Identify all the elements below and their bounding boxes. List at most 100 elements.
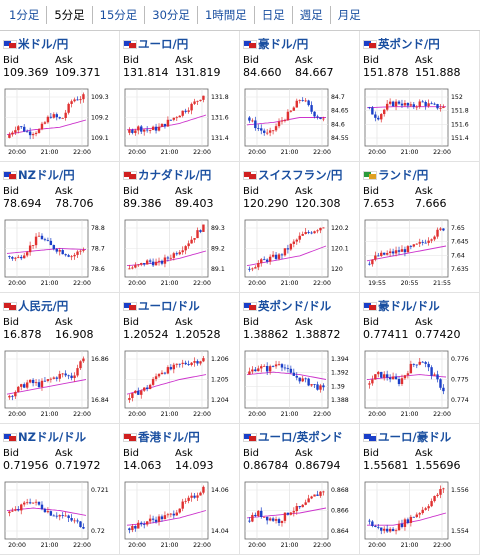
flag-icon <box>3 170 17 180</box>
tab-2[interactable]: 15分足 <box>93 6 146 24</box>
candle-body <box>143 524 146 525</box>
tab-1[interactable]: 5分足 <box>47 6 93 24</box>
candle-body <box>34 132 38 135</box>
rate-panel[interactable]: 米ドル/円 Bid Ask 109.369 109.371 20:00 21:00 22:00… <box>0 31 120 162</box>
candle-body <box>11 395 14 397</box>
candle-body <box>49 511 53 516</box>
candlestick-chart: 20:00 21:00 22:00 0.776 0.775 0.774 <box>364 350 469 418</box>
rate-panel[interactable]: カナダドル/円 Bid Ask 89.386 89.403 20:00 21:00 22:00… <box>120 162 240 293</box>
candle-body <box>277 519 281 523</box>
candle-body <box>160 516 164 520</box>
candle-body <box>43 509 47 513</box>
y-tick-label: 78.6 <box>91 266 105 273</box>
rate-panel[interactable]: ユーロ/豪ドル Bid Ask 1.55681 1.55696 20:00 21:00 22:… <box>360 424 480 555</box>
candle-body <box>14 392 17 397</box>
pair-title[interactable]: ユーロ/英ポンド <box>243 429 343 445</box>
rate-panel[interactable]: ランド/円 Bid Ask 7.653 7.666 19:55 20:55 21:55 7.65… <box>360 162 480 293</box>
candle-body <box>193 495 196 498</box>
candle-body <box>257 510 260 516</box>
pair-title[interactable]: 香港ドル/円 <box>123 429 200 445</box>
y-tick-label: 16.84 <box>91 397 109 404</box>
pair-title[interactable]: 人民元/円 <box>3 298 68 314</box>
rate-panel[interactable]: 英ポンド/円 Bid Ask 151.878 151.888 20:00 21:00 22:0… <box>360 31 480 162</box>
ask-value: 89.403 <box>175 197 214 210</box>
rate-panel[interactable]: 豪ドル/ドル Bid Ask 0.77411 0.77420 20:00 21:00 22:0… <box>360 293 480 424</box>
pair-title[interactable]: 豪ドル/円 <box>243 36 308 52</box>
candlestick-chart: 20:00 21:00 22:00 16.86 16.84 <box>4 350 109 418</box>
pair-title[interactable]: ランド/円 <box>363 167 428 183</box>
rate-panel[interactable]: ユーロ/円 Bid Ask 131.814 131.819 20:00 21:00 22:00… <box>120 31 240 162</box>
tab-4[interactable]: 1時間足 <box>198 6 255 24</box>
candle-body <box>52 245 56 250</box>
candle-body <box>43 122 47 124</box>
candle-body <box>380 114 383 120</box>
rate-panel[interactable]: NZドル/ドル Bid Ask 0.71956 0.71972 20:00 21:00 22:… <box>0 424 120 555</box>
pair-title[interactable]: ユーロ/ドル <box>123 298 200 314</box>
candle-body <box>8 134 11 138</box>
candle-body <box>251 369 254 372</box>
candle-body <box>368 383 371 385</box>
pair-title[interactable]: ユーロ/豪ドル <box>363 429 451 445</box>
candle-body <box>277 254 281 259</box>
candle-body <box>394 101 398 107</box>
pair-name: ユーロ/英ポンド <box>258 430 343 444</box>
pair-name: 英ポンド/ドル <box>258 299 332 313</box>
pair-title[interactable]: ユーロ/円 <box>123 36 188 52</box>
pair-title[interactable]: スイスフラン/円 <box>243 167 342 183</box>
rate-panel[interactable]: 豪ドル/円 Bid Ask 84.660 84.667 20:00 21:00 22:00 84… <box>240 31 360 162</box>
candle-body <box>175 117 178 119</box>
pair-title[interactable]: 米ドル/円 <box>3 36 68 52</box>
x-tick-label: 20:00 <box>368 149 386 156</box>
candle-body <box>163 123 167 127</box>
tab-6[interactable]: 週足 <box>293 6 331 24</box>
candle-body <box>145 260 149 265</box>
rate-panel[interactable]: NZドル/円 Bid Ask 78.694 78.706 20:00 21:00 22:00 7… <box>0 162 120 293</box>
candle-body <box>67 103 70 113</box>
ask-value: 131.819 <box>175 66 221 79</box>
candle-body <box>46 379 50 381</box>
candle-body <box>406 246 410 253</box>
candle-body <box>257 368 260 372</box>
pair-title[interactable]: NZドル/ドル <box>3 429 86 445</box>
moving-average-line <box>367 512 447 526</box>
candle-body <box>421 242 424 243</box>
candle-body <box>160 372 164 375</box>
candle-body <box>143 129 146 132</box>
tab-0[interactable]: 1分足 <box>2 6 48 24</box>
candle-body <box>175 512 178 516</box>
candle-body <box>307 100 310 106</box>
tab-7[interactable]: 月足 <box>337 8 361 22</box>
pair-title[interactable]: カナダドル/円 <box>123 167 211 183</box>
candle-body <box>385 103 389 110</box>
x-tick-label: 21:00 <box>41 149 59 156</box>
pair-name: NZドル/円 <box>18 168 75 182</box>
rate-panel[interactable]: ユーロ/英ポンド Bid Ask 0.86784 0.86794 20:00 21:00 22… <box>240 424 360 555</box>
rate-panel[interactable]: ユーロ/ドル Bid Ask 1.20524 1.20528 20:00 21:00 22:0… <box>120 293 240 424</box>
rate-panel[interactable]: スイスフラン/円 Bid Ask 120.290 120.308 20:00 21:00 22… <box>240 162 360 293</box>
moving-average-line <box>126 374 207 395</box>
candle-body <box>307 498 310 503</box>
candle-body <box>374 526 377 527</box>
tab-3[interactable]: 30分足 <box>145 6 198 24</box>
candle-body <box>254 369 257 372</box>
candle-body <box>374 374 377 380</box>
candle-body <box>181 501 184 509</box>
rate-panel[interactable]: 英ポンド/ドル Bid Ask 1.38862 1.38872 20:00 21:00 22:… <box>240 293 360 424</box>
candle-body <box>400 103 404 106</box>
pair-title[interactable]: 英ポンド/円 <box>363 36 440 52</box>
candle-body <box>154 126 158 131</box>
ask-value: 1.20528 <box>175 328 221 341</box>
tab-5[interactable]: 日足 <box>255 6 293 24</box>
candle-body <box>64 254 67 256</box>
rate-panel[interactable]: 人民元/円 Bid Ask 16.878 16.908 20:00 21:00 22:00 16… <box>0 293 120 424</box>
x-tick-label: 22:00 <box>313 411 331 418</box>
candle-body <box>34 236 38 246</box>
pair-title[interactable]: NZドル/円 <box>3 167 75 183</box>
candle-body <box>157 374 161 377</box>
candle-body <box>14 130 17 133</box>
pair-title[interactable]: 豪ドル/ドル <box>363 298 440 314</box>
pair-title[interactable]: 英ポンド/ドル <box>243 298 331 314</box>
rate-panel[interactable]: 香港ドル/円 Bid Ask 14.063 14.093 20:00 21:00 22:00 1… <box>120 424 240 555</box>
candle-body <box>433 236 436 240</box>
candle-body <box>254 514 257 516</box>
